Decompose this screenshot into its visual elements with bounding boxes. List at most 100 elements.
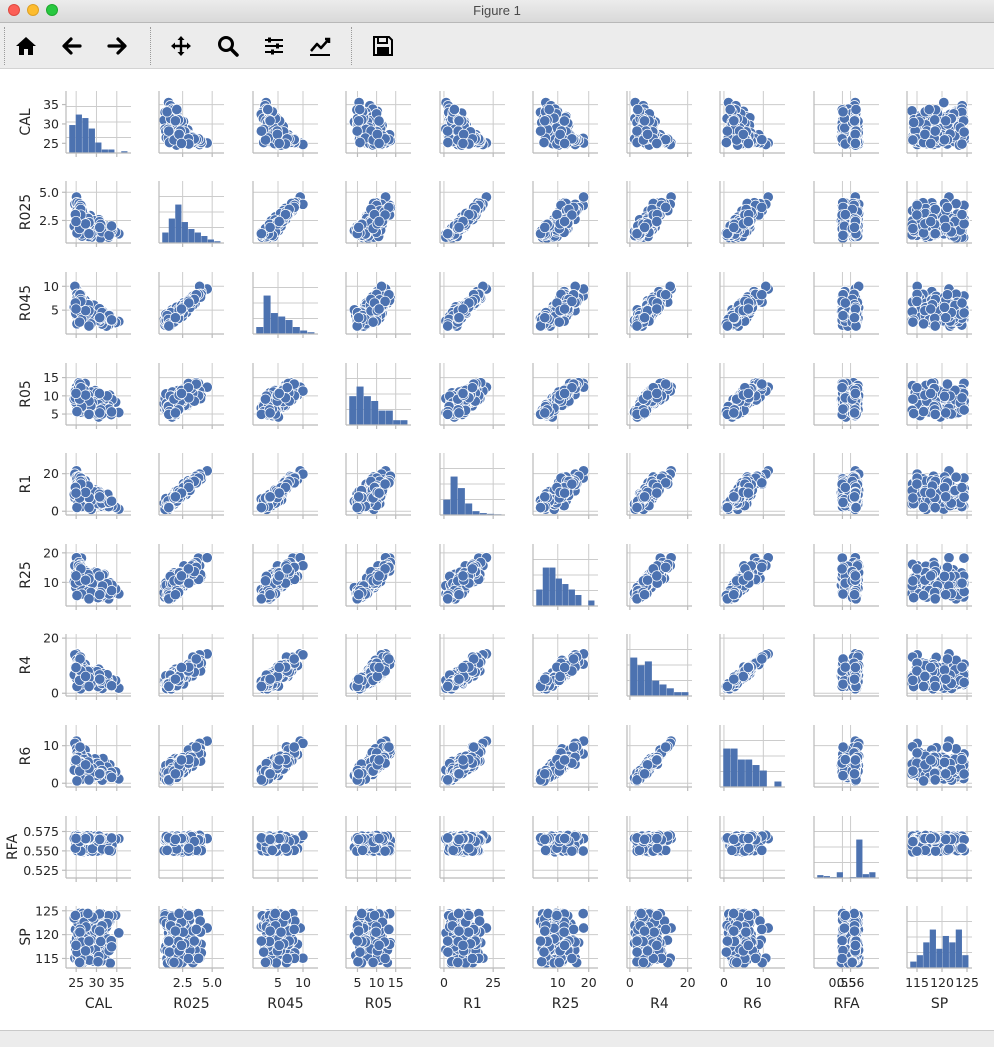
save-button[interactable] [368,31,398,61]
subplot-CAL-vs-RFA [814,91,879,157]
scatter-point [757,202,767,212]
subplot-R045-vs-R05 [346,272,411,338]
histogram-bar [169,219,175,243]
scatter-point [274,216,284,226]
scatter-point [368,317,378,327]
histogram-bar [201,236,207,243]
scatter-point [851,104,861,114]
scatter-point [926,138,936,148]
title-bar: Figure 1 [0,0,994,23]
scatter-point [162,107,172,117]
forward-button[interactable] [102,31,132,61]
scatter-point [939,97,949,107]
scatter-point [559,138,569,148]
histogram-bar [256,327,263,334]
scatter-point [80,219,90,229]
scatter-point [443,137,453,147]
scatter-point [80,306,90,316]
zoom-button[interactable] [213,31,243,61]
scatter-point [578,192,588,202]
edit-axis-button[interactable] [305,31,335,61]
scatter-point [926,216,936,226]
scatter-point [443,321,453,331]
scatter-point [639,313,649,323]
histogram-bar [293,327,300,334]
scatter-point [652,216,662,226]
scatter-point [74,317,84,327]
scatter-point [661,290,671,300]
scatter-point [633,104,643,114]
scatter-point [926,304,936,314]
scatter-point [274,138,284,148]
toolbar [0,23,994,69]
scatter-point [372,129,382,139]
scatter-point [942,202,952,212]
scatter-point [95,222,105,232]
scatter-point [840,209,850,219]
histogram-bar [278,317,285,334]
floppy-disk-icon [371,34,395,58]
histogram-bar [95,143,101,153]
scatter-point [957,298,967,308]
scatter-point [454,313,464,323]
scatter-point [71,304,81,314]
move-icon [169,34,193,58]
scatter-point [632,126,642,136]
scatter-point [84,229,94,239]
scatter-point [957,209,967,219]
scatter-point [838,107,848,117]
scatter-point [535,126,545,136]
scatter-point [743,138,753,148]
scatter-point [639,222,649,232]
toolbar-separator [4,27,5,65]
scatter-point [559,216,569,226]
subplot-R025-vs-R045 [253,181,318,247]
scatter-point [540,222,550,232]
scatter-point [912,296,922,306]
scatter-point [930,126,940,136]
subplot-R045-vs-R25 [533,272,598,338]
scatter-point [941,116,951,126]
subplot-R045-vs-R6 [720,272,785,338]
scatter-point [263,104,273,114]
subplot-CAL-vs-CAL [62,91,131,157]
subplot-R045-vs-R045 [253,272,318,338]
histogram-bar [175,205,181,243]
scatter-point [172,104,182,114]
scatter-point [909,117,919,127]
scatter-point [170,313,180,323]
scatter-point [540,116,550,126]
scatter-point [908,223,918,233]
scatter-point [849,116,859,126]
pan-button[interactable] [166,31,196,61]
scatter-point [559,304,569,314]
subplot-R025-vs-R025 [159,181,224,247]
scatter-point [729,313,739,323]
subplot-CAL-vs-R6 [720,91,785,157]
scatter-point [930,115,940,125]
scatter-point [95,313,105,323]
histogram-bar [182,222,188,243]
histogram-bar [188,229,194,243]
home-button[interactable] [11,31,41,61]
scatter-point [374,138,384,148]
home-icon [14,34,38,58]
scatter-point [840,298,850,308]
scatter-point [924,104,934,114]
subplots-button[interactable] [259,31,289,61]
back-button[interactable] [57,31,87,61]
scatter-point [170,116,180,126]
scatter-point [256,126,266,136]
scatter-point [454,222,464,232]
scatter-point [729,116,739,126]
subplot-R045-vs-R4 [627,272,692,338]
scatter-point [930,229,940,239]
scatter-point [912,200,922,210]
scatter-point [632,321,642,331]
toolbar-separator [351,27,352,65]
pairplot-figure: 253035CAL2.55.0R025510R04551015R05020R11… [0,69,994,1029]
scatter-point [743,216,753,226]
scatter-point [941,313,951,323]
subplot-R045-vs-CAL [62,272,131,338]
